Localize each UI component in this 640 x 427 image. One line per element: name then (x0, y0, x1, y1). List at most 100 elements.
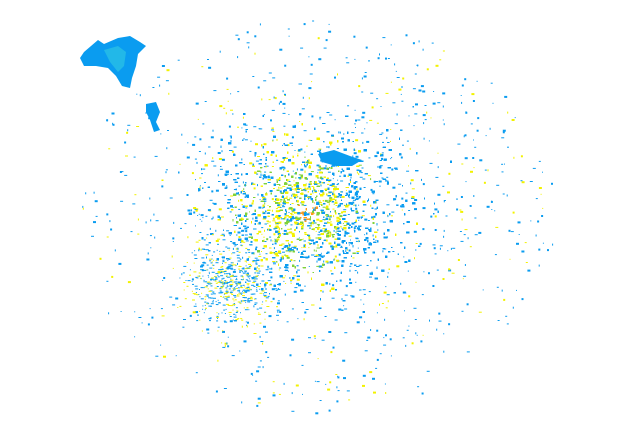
echo-pixel (309, 227, 311, 229)
echo-pixel (285, 283, 287, 284)
echo-pixel (348, 226, 351, 229)
echo-pixel (294, 287, 298, 289)
echo-pixel (264, 202, 266, 205)
echo-pixel (278, 203, 281, 206)
echo-pixel (265, 165, 269, 167)
echo-pixel (336, 216, 340, 219)
echo-pixel (255, 160, 259, 162)
echo-pixel (293, 245, 297, 247)
echo-pixel (332, 284, 335, 287)
echo-pixel (332, 208, 335, 210)
echo-pixel (310, 212, 314, 214)
echo-pixel (301, 247, 303, 249)
echo-pixel (345, 192, 348, 195)
echo-pixel (270, 239, 272, 242)
echo-pixel (282, 185, 286, 187)
echo-pixel (263, 175, 265, 178)
echo-pixel (288, 219, 292, 222)
echo-pixel (369, 276, 372, 278)
echo-pixel (295, 228, 296, 231)
echo-pixel (238, 251, 241, 253)
echo-pixel (290, 259, 293, 262)
echo-pixel (291, 145, 293, 146)
echo-pixel (286, 195, 288, 198)
echo-pixel (319, 181, 322, 184)
echo-pixel (217, 238, 221, 240)
echo-pixel (264, 171, 267, 173)
echo-pixel (215, 240, 219, 242)
echo-pixel (355, 238, 359, 240)
echo-pixel (320, 183, 322, 185)
echo-pixel (350, 181, 351, 183)
echo-pixel (350, 176, 352, 179)
echo-pixel (300, 253, 304, 255)
echo-pixel (348, 244, 350, 246)
echo-pixel (318, 148, 322, 150)
echo-pixel (401, 209, 403, 211)
echo-pixel (349, 179, 351, 182)
echo-pixel (203, 239, 206, 241)
echo-pixel (242, 256, 244, 259)
echo-pixel (263, 166, 266, 168)
echo-pixel (303, 204, 307, 206)
echo-pixel (316, 214, 320, 216)
echo-pixel (309, 181, 312, 183)
echo-pixel (267, 182, 271, 183)
echo-pixel (257, 156, 260, 157)
echo-pixel (335, 205, 338, 206)
echo-pixel (355, 149, 357, 151)
echo-pixel (373, 180, 376, 183)
echo-pixel (221, 216, 224, 218)
echo-pixel (302, 238, 304, 240)
echo-pixel (370, 204, 372, 207)
echo-pixel (290, 204, 292, 205)
echo-pixel (318, 180, 320, 182)
echo-pixel (386, 204, 390, 206)
echo-pixel (262, 211, 265, 213)
echo-pixel (201, 220, 203, 222)
echo-pixel (229, 235, 231, 236)
echo-pixel (226, 230, 230, 232)
echo-pixel (352, 201, 355, 204)
echo-pixel (318, 202, 322, 203)
echo-pixel (382, 250, 384, 253)
echo-pixel (244, 234, 248, 236)
echo-pixel (408, 165, 409, 167)
echo-pixel (193, 211, 196, 214)
echo-pixel (280, 218, 284, 220)
echo-pixel (274, 221, 276, 223)
echo-pixel (377, 165, 379, 168)
echo-pixel (333, 258, 335, 261)
echo-pixel (201, 173, 203, 175)
echo-pixel (307, 159, 310, 162)
echo-pixel (255, 248, 257, 251)
echo-pixel (283, 229, 287, 232)
echo-pixel (299, 121, 301, 122)
echo-pixel (291, 246, 294, 248)
echo-pixel (254, 154, 256, 157)
echo-pixel (271, 166, 274, 167)
echo-pixel (394, 168, 398, 170)
echo-pixel (359, 176, 363, 178)
echo-pixel (401, 197, 404, 200)
echo-pixel (235, 188, 237, 191)
echo-pixel (371, 106, 374, 109)
echo-pixel (310, 140, 313, 141)
echo-pixel (211, 190, 214, 193)
echo-pixel (258, 270, 261, 272)
echo-pixel (199, 232, 202, 233)
echo-pixel (272, 217, 275, 220)
echo-pixel (345, 232, 349, 235)
echo-pixel (338, 204, 341, 207)
echo-pixel (358, 219, 360, 221)
echo-pixel (224, 194, 227, 196)
echo-pixel (272, 240, 274, 242)
echo-pixel (262, 247, 265, 249)
echo-pixel (249, 211, 250, 213)
echo-pixel (281, 243, 285, 245)
echo-pixel (221, 233, 225, 235)
echo-pixel (343, 204, 346, 206)
echo-pixel (286, 218, 289, 221)
echo-pixel (319, 220, 323, 223)
echo-pixel (165, 171, 167, 174)
